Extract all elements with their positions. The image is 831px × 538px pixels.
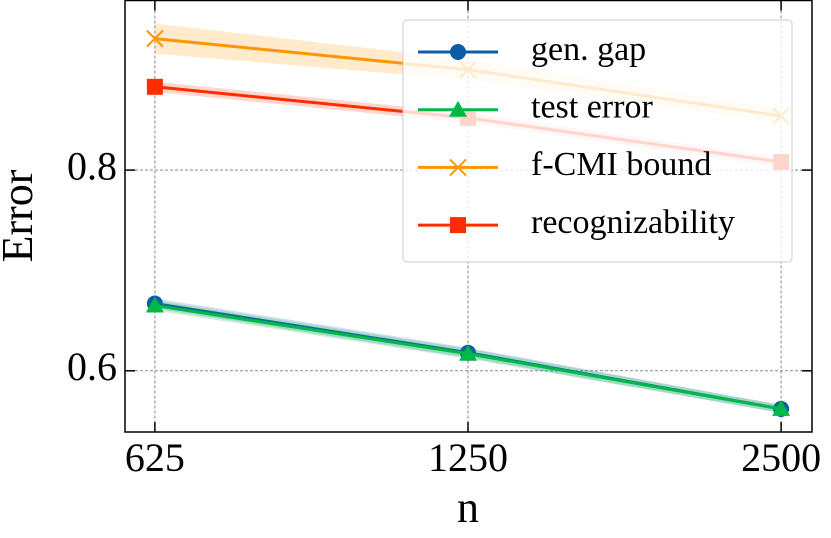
x-tick-label: 625 (125, 435, 185, 480)
x-axis-label: n (457, 483, 479, 532)
marker (772, 399, 791, 416)
marker (450, 44, 466, 60)
marker (145, 296, 164, 313)
marker (146, 78, 163, 95)
marker (146, 29, 164, 48)
y-axis-label: Error (0, 169, 42, 262)
legend-label: test error (531, 88, 653, 125)
x-tick-label: 2500 (741, 435, 821, 480)
x-tick-label: 1250 (428, 435, 508, 480)
legend: gen. gap test error f-CMI bound recognizabi… (402, 19, 793, 263)
plot-frame (124, 0, 813, 433)
marker (449, 100, 467, 117)
legend-box (402, 19, 793, 263)
y-tick-label: 0.6 (67, 344, 117, 389)
marker (449, 158, 467, 177)
legend-label: recognizability (531, 204, 735, 241)
legend-label: gen. gap (531, 31, 646, 68)
marker (458, 344, 477, 361)
marker (450, 217, 466, 234)
legend-label: f-CMI bound (531, 146, 711, 183)
y-tick-label: 0.8 (67, 143, 117, 188)
